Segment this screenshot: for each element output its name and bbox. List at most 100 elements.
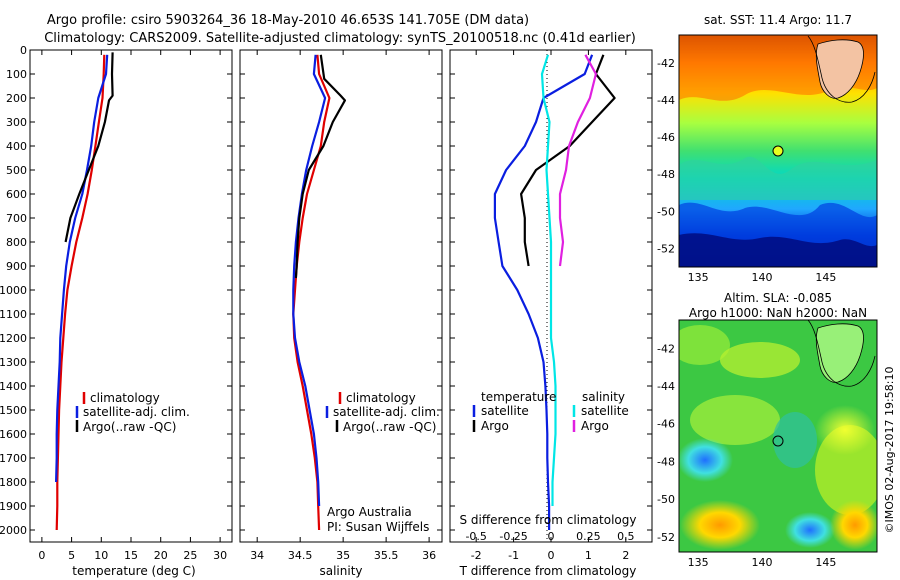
profile-series xyxy=(55,52,616,531)
x-tick-label: 2 xyxy=(622,549,629,562)
depth-tick-label: 800 xyxy=(6,236,27,249)
series-line-argo-raw-qc- xyxy=(294,54,346,279)
depth-tick-label: 700 xyxy=(6,212,27,225)
depth-tick-label: 1500 xyxy=(0,404,27,417)
map-lat-tick-label: -44 xyxy=(657,380,675,393)
tasmania-island xyxy=(815,323,864,383)
credit-org: Argo Australia xyxy=(327,505,412,519)
series-line-argo-raw-qc- xyxy=(64,52,114,243)
map-lat-tick-label: -46 xyxy=(657,131,675,144)
x2-tick-label: -0.5 xyxy=(465,530,486,543)
x2-tick-label: -0.25 xyxy=(499,530,527,543)
depth-tick-label: 1700 xyxy=(0,452,27,465)
sla-map-title: Altim. SLA: -0.085 xyxy=(724,291,832,305)
map-lon-tick-label: 135 xyxy=(688,556,709,569)
x-tick-label: 34 xyxy=(250,549,264,562)
depth-tick-label: 2000 xyxy=(0,524,27,537)
legend-label-satellite: satellite-adj. clim. xyxy=(83,405,190,419)
depth-contour xyxy=(807,35,876,103)
credit-pi: PI: Susan Wijffels xyxy=(327,520,429,534)
salinity-axes xyxy=(239,49,443,543)
sla-map-subtitle: Argo h1000: NaN h2000: NaN xyxy=(689,306,867,320)
map-lat-tick-label: -42 xyxy=(657,342,675,355)
map-lat-tick-label: -44 xyxy=(657,94,675,107)
argo-float-marker xyxy=(772,435,784,447)
series-line-satellite-adj-clim- xyxy=(55,54,109,483)
depth-tick-label: 1300 xyxy=(0,356,27,369)
difference-x2label: S difference from climatology xyxy=(460,513,637,527)
series-line-argo xyxy=(558,54,598,267)
legend-label-s-satellite: satellite xyxy=(581,404,629,418)
x-tick-label: 35 xyxy=(336,549,350,562)
legend-label-s-argo: Argo xyxy=(581,419,609,433)
map-lon-tick-label: 135 xyxy=(688,271,709,284)
x-tick-label: 0 xyxy=(548,549,555,562)
depth-tick-label: 1600 xyxy=(0,428,27,441)
depth-tick-label: 900 xyxy=(6,260,27,273)
difference-legend: temperature salinity satellite Argo sate… xyxy=(472,390,629,433)
salinity-xlabel: salinity xyxy=(319,564,362,578)
depth-tick-label: 1200 xyxy=(0,332,27,345)
depth-tick-label: 100 xyxy=(6,68,27,81)
depth-tick-label: 200 xyxy=(6,92,27,105)
legend-label-climatology: climatology xyxy=(90,391,160,405)
depth-tick-label: 500 xyxy=(6,164,27,177)
map-lat-tick-label: -50 xyxy=(657,493,675,506)
legend-label-t-argo: Argo xyxy=(481,419,509,433)
x-tick-label: 10 xyxy=(94,549,108,562)
temperature-legend: climatology satellite-adj. clim. Argo(..… xyxy=(75,391,190,434)
map-lat-tick-label: -52 xyxy=(657,531,675,544)
temperature-xlabel: temperature (deg C) xyxy=(72,564,195,578)
x-tick-label: -2 xyxy=(471,549,482,562)
x-tick-label: 15 xyxy=(124,549,138,562)
sst-map-title: sat. SST: 11.4 Argo: 11.7 xyxy=(704,13,852,27)
depth-tick-label: 1400 xyxy=(0,380,27,393)
legend-label-argo: Argo(..raw -QC) xyxy=(83,420,176,434)
depth-tick-label: 0 xyxy=(20,44,27,57)
x-tick-label: 35.5 xyxy=(374,549,399,562)
x2-tick-label: 0.5 xyxy=(617,530,635,543)
difference-xlabel: T difference from climatology xyxy=(459,564,637,578)
map-lat-tick-label: -52 xyxy=(657,242,675,255)
x-tick-label: 20 xyxy=(154,549,168,562)
depth-tick-label: 1100 xyxy=(0,308,27,321)
series-line-climatology xyxy=(292,54,331,531)
figure-title-line1: Argo profile: csiro 5903264_36 18-May-20… xyxy=(47,13,529,28)
map-lon-tick-label: 140 xyxy=(752,556,773,569)
series-line-satellite xyxy=(493,54,594,530)
series-line-satellite xyxy=(540,54,557,506)
map-lon-tick-label: 145 xyxy=(815,271,836,284)
x-tick-label: 34.5 xyxy=(288,549,313,562)
x-tick-label: 30 xyxy=(213,549,227,562)
depth-tick-label: 1900 xyxy=(0,500,27,513)
legend-label-argo: Argo(..raw -QC) xyxy=(343,420,436,434)
imos-credit: ©IMOS 02-Aug-2017 19:58:10 xyxy=(883,367,896,534)
salinity-legend: climatology satellite-adj. clim. Argo(..… xyxy=(325,391,440,434)
series-line-climatology xyxy=(55,54,106,531)
depth-tick-label: 600 xyxy=(6,188,27,201)
map-lat-tick-label: -48 xyxy=(657,168,675,181)
tasmania-island xyxy=(815,39,864,99)
temperature-axes xyxy=(29,49,233,543)
map-lat-tick-label: -46 xyxy=(657,418,675,431)
depth-tick-label: 300 xyxy=(6,116,27,129)
sst-map: sat. SST: 11.4 Argo: 11.7 xyxy=(678,13,878,268)
x-tick-label: 25 xyxy=(183,549,197,562)
x-tick-label: -1 xyxy=(508,549,519,562)
depth-tick-label: 1000 xyxy=(0,284,27,297)
map-lat-tick-label: -50 xyxy=(657,205,675,218)
legend-label-satellite: satellite-adj. clim. xyxy=(333,405,440,419)
x2-tick-label: 0 xyxy=(548,530,555,543)
series-line-satellite-adj-clim- xyxy=(292,54,327,507)
depth-contour xyxy=(807,320,876,387)
legend-title-temperature: temperature xyxy=(481,390,556,404)
series-line-argo xyxy=(519,54,616,267)
argo-float-marker xyxy=(772,145,784,157)
map-lat-tick-label: -48 xyxy=(657,455,675,468)
map-lon-tick-label: 140 xyxy=(752,271,773,284)
depth-tick-label: 1800 xyxy=(0,476,27,489)
legend-label-climatology: climatology xyxy=(346,391,416,405)
x-tick-label: 5 xyxy=(68,549,75,562)
map-lon-tick-label: 145 xyxy=(815,556,836,569)
x2-tick-label: 0.25 xyxy=(576,530,601,543)
